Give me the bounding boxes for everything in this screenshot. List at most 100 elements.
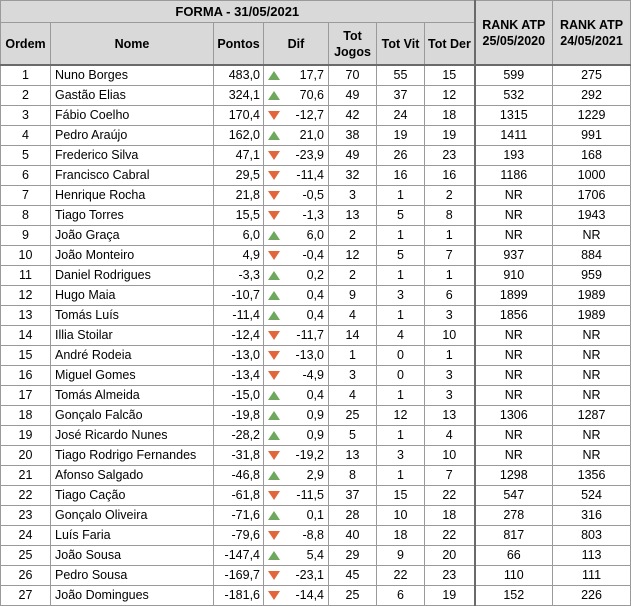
cell-tot-der: 16 — [423, 165, 476, 186]
dif-value: 0,4 — [306, 388, 324, 402]
cell-dif: 0,4 — [263, 285, 329, 306]
cell-ordem: 21 — [0, 465, 51, 486]
cell-pontos: -46,8 — [213, 465, 264, 486]
cell-tot-der: 7 — [423, 245, 476, 266]
cell-tot-vit: 55 — [376, 64, 425, 86]
cell-rank-atp-2020: NR — [473, 345, 554, 366]
cell-nome: Henrique Rocha — [50, 185, 214, 206]
cell-dif: -0,4 — [263, 245, 329, 266]
cell-ordem: 8 — [0, 205, 51, 226]
cell-rank-atp-2020: NR — [473, 365, 554, 386]
cell-rank-atp-2021: 959 — [552, 265, 631, 286]
cell-nome: Tiago Cação — [50, 485, 214, 506]
cell-ordem: 15 — [0, 345, 51, 366]
cell-tot-der: 22 — [423, 525, 476, 546]
cell-ordem: 1 — [0, 64, 51, 86]
cell-ordem: 11 — [0, 265, 51, 286]
cell-nome: João Sousa — [50, 545, 214, 566]
cell-rank-atp-2020: 1298 — [473, 465, 554, 486]
cell-tot-jogos: 3 — [328, 365, 377, 386]
cell-rank-atp-2020: 66 — [473, 545, 554, 566]
cell-ordem: 13 — [0, 305, 51, 326]
cell-tot-jogos: 2 — [328, 265, 377, 286]
cell-tot-vit: 1 — [376, 185, 425, 206]
cell-tot-jogos: 42 — [328, 105, 377, 126]
cell-pontos: -15,0 — [213, 385, 264, 406]
table-row: 15 André Rodeia -13,0 -13,0 1 0 1 NR NR — [0, 345, 631, 366]
dif-value: 0,9 — [306, 428, 324, 442]
cell-tot-jogos: 14 — [328, 325, 377, 346]
cell-nome: Afonso Salgado — [50, 465, 214, 486]
table-row: 26 Pedro Sousa -169,7 -23,1 45 22 23 110 111 — [0, 565, 631, 586]
cell-ordem: 20 — [0, 445, 51, 466]
dif-value: 70,6 — [299, 88, 324, 102]
cell-nome: Frederico Silva — [50, 145, 214, 166]
cell-tot-der: 19 — [423, 585, 476, 606]
cell-tot-jogos: 70 — [328, 64, 377, 86]
cell-ordem: 23 — [0, 505, 51, 526]
cell-rank-atp-2020: NR — [473, 185, 554, 206]
cell-tot-vit: 5 — [376, 205, 425, 226]
dif-value: -8,8 — [302, 528, 324, 542]
table-body: 1 Nuno Borges 483,0 17,7 70 55 15 599 275 2 Gastão… — [0, 64, 631, 606]
header-rank-atp-2021: RANK ATP 24/05/2021 — [552, 0, 631, 66]
cell-pontos: 4,9 — [213, 245, 264, 266]
cell-pontos: -71,6 — [213, 505, 264, 526]
cell-rank-atp-2021: 275 — [552, 64, 631, 86]
table-row: 5 Frederico Silva 47,1 -23,9 49 26 23 193 168 — [0, 145, 631, 166]
cell-tot-jogos: 13 — [328, 445, 377, 466]
cell-tot-jogos: 25 — [328, 405, 377, 426]
cell-tot-vit: 22 — [376, 565, 425, 586]
cell-tot-jogos: 49 — [328, 85, 377, 106]
cell-pontos: -13,4 — [213, 365, 264, 386]
trend-down-icon — [268, 371, 280, 380]
cell-tot-vit: 6 — [376, 585, 425, 606]
trend-up-icon — [268, 471, 280, 480]
table-row: 13 Tomás Luís -11,4 0,4 4 1 3 1856 1989 — [0, 305, 631, 326]
header-rank-atp-2020: RANK ATP 25/05/2020 — [473, 0, 554, 66]
cell-dif: -0,5 — [263, 185, 329, 206]
table-row: 23 Gonçalo Oliveira -71,6 0,1 28 10 18 278 316 — [0, 505, 631, 526]
cell-pontos: -3,3 — [213, 265, 264, 286]
table-row: 10 João Monteiro 4,9 -0,4 12 5 7 937 884 — [0, 245, 631, 266]
cell-rank-atp-2021: 292 — [552, 85, 631, 106]
dif-value: -13,0 — [295, 348, 325, 362]
table-row: 12 Hugo Maia -10,7 0,4 9 3 6 1899 1989 — [0, 285, 631, 306]
cell-tot-jogos: 49 — [328, 145, 377, 166]
dif-value: -11,5 — [296, 488, 324, 502]
cell-rank-atp-2020: 1306 — [473, 405, 554, 426]
cell-dif: -11,4 — [263, 165, 329, 186]
cell-rank-atp-2020: 1186 — [473, 165, 554, 186]
cell-nome: Tiago Rodrigo Fernandes — [50, 445, 214, 466]
cell-dif: -13,0 — [263, 345, 329, 366]
cell-rank-atp-2020: 152 — [473, 585, 554, 606]
cell-nome: João Domingues — [50, 585, 214, 606]
dif-value: 21,0 — [299, 128, 324, 142]
trend-up-icon — [268, 311, 280, 320]
dif-value: -23,9 — [295, 148, 325, 162]
cell-ordem: 17 — [0, 385, 51, 406]
cell-tot-vit: 3 — [376, 445, 425, 466]
cell-nome: Tiago Torres — [50, 205, 214, 226]
cell-nome: Francisco Cabral — [50, 165, 214, 186]
cell-tot-der: 18 — [423, 105, 476, 126]
header-ordem: Ordem — [0, 22, 51, 66]
cell-rank-atp-2021: 1989 — [552, 285, 631, 306]
cell-tot-der: 23 — [423, 565, 476, 586]
cell-rank-atp-2020: NR — [473, 445, 554, 466]
cell-tot-der: 10 — [423, 445, 476, 466]
cell-ordem: 25 — [0, 545, 51, 566]
cell-tot-jogos: 2 — [328, 225, 377, 246]
cell-tot-jogos: 32 — [328, 165, 377, 186]
cell-tot-der: 10 — [423, 325, 476, 346]
cell-rank-atp-2021: 316 — [552, 505, 631, 526]
cell-tot-der: 4 — [423, 425, 476, 446]
cell-rank-atp-2021: 884 — [552, 245, 631, 266]
cell-rank-atp-2020: 910 — [473, 265, 554, 286]
cell-dif: -23,1 — [263, 565, 329, 586]
cell-dif: 0,9 — [263, 405, 329, 426]
cell-pontos: -11,4 — [213, 305, 264, 326]
cell-rank-atp-2021: 113 — [552, 545, 631, 566]
dif-value: 2,9 — [306, 468, 324, 482]
cell-tot-vit: 1 — [376, 265, 425, 286]
